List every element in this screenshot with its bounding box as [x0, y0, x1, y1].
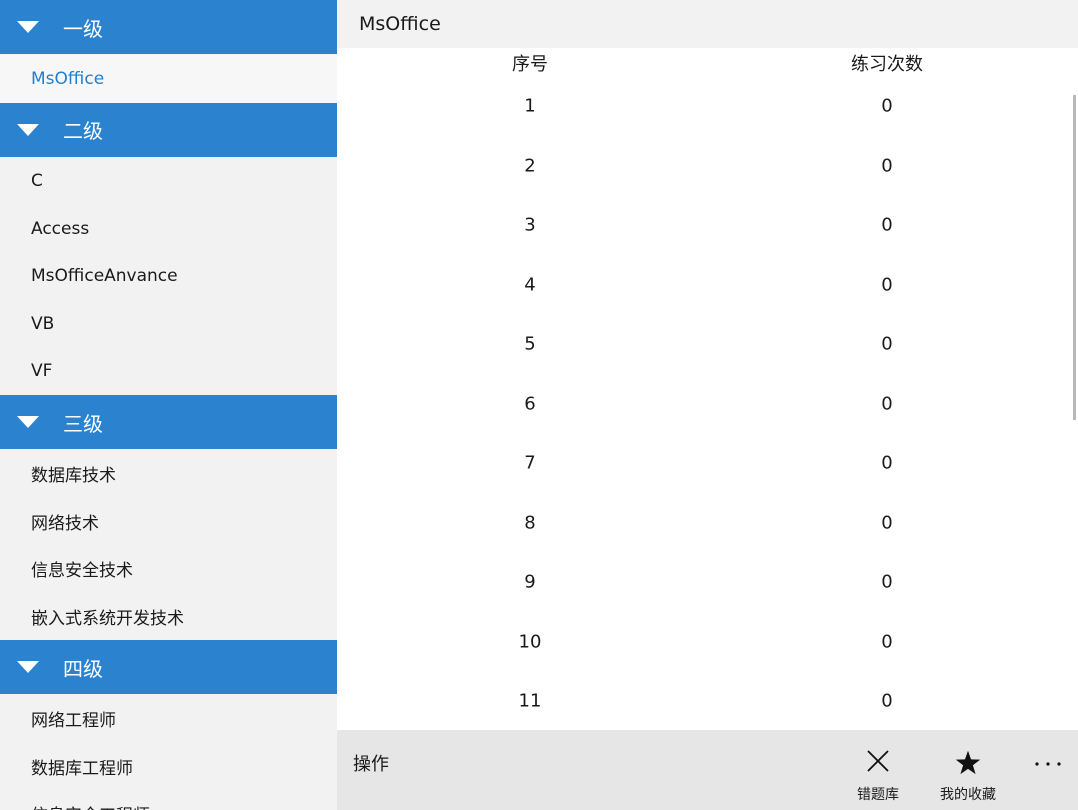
group-title: 一级: [63, 16, 103, 41]
table-cell: 3: [524, 214, 536, 236]
table-cell: 9: [524, 571, 536, 593]
table-cell: 0: [881, 690, 893, 712]
table-cell: 5: [524, 333, 536, 355]
column-header: 序号: [512, 54, 548, 75]
nav-item[interactable]: 数据库工程师: [31, 758, 133, 779]
table-cell: 0: [881, 393, 893, 414]
nav-item[interactable]: VB: [31, 313, 55, 334]
nav-item[interactable]: 信息安全技术: [31, 561, 133, 582]
table-cell: 4: [524, 274, 536, 295]
page-title: MsOffice: [359, 13, 441, 35]
group-title: 四级: [63, 656, 103, 681]
command-bar-label: 操作: [353, 754, 389, 775]
table-cell: 0: [881, 452, 893, 474]
star-icon: [955, 750, 981, 775]
table-cell: 0: [881, 631, 893, 652]
collapse-icon: [17, 123, 39, 136]
table-cell: 0: [881, 155, 893, 176]
table-cell: 0: [881, 571, 893, 593]
table-cell: 0: [881, 333, 893, 355]
table-cell: 10: [518, 631, 542, 652]
more-button[interactable]: [1033, 760, 1063, 768]
group-title: 二级: [63, 119, 103, 143]
nav-item[interactable]: 信息安全工程师: [0, 790, 337, 810]
nav-item[interactable]: 网络技术: [31, 513, 99, 534]
group-header[interactable]: 四级: [0, 640, 337, 695]
table-cell: 0: [881, 274, 893, 295]
nav-item[interactable]: MsOfficeAnvance: [31, 266, 178, 287]
collapse-icon: [17, 661, 39, 673]
scrollbar[interactable]: [1073, 95, 1076, 420]
collapse-icon: [17, 21, 39, 33]
table-cell: 0: [881, 95, 893, 117]
table-cell: 1: [524, 95, 536, 117]
nav-item[interactable]: 嵌入式系统开发技术: [31, 608, 184, 629]
nav-item[interactable]: Access: [31, 218, 90, 239]
nav-item[interactable]: 数据库技术: [31, 466, 116, 487]
wrong-questions-button[interactable]: 错题库: [833, 730, 923, 810]
top-bar: MsOffice: [337, 0, 1078, 48]
table-cell: 11: [518, 690, 542, 712]
table-cell: 2: [524, 155, 536, 176]
collapse-icon: [17, 416, 39, 428]
favorites-button[interactable]: 我的收藏: [923, 730, 1013, 810]
close-icon: [867, 750, 889, 772]
nav-item[interactable]: MsOffice: [0, 55, 337, 103]
sidebar: 一级 MsOffice 二级 C Access MsOfficeAnvance VB VF 三级…: [0, 0, 337, 810]
group-title: 三级: [63, 411, 103, 436]
group-header[interactable]: 一级: [0, 0, 337, 55]
table-cell: 8: [524, 512, 536, 533]
table-cell: 7: [524, 452, 536, 474]
nav-item[interactable]: C: [31, 171, 43, 192]
nav-item[interactable]: VF: [31, 361, 53, 382]
group-header[interactable]: 三级: [0, 395, 337, 450]
group-header[interactable]: 二级: [0, 102, 337, 158]
table: 序号 练习次数 1 0 2 0 3 0 4 0 5 0 6 0 7 0 8 0 9 0 10 0 11 0: [337, 48, 1074, 730]
table-cell: 0: [881, 512, 893, 533]
button-label: 错题库: [857, 787, 899, 803]
nav-item[interactable]: 网络工程师: [31, 711, 116, 732]
table-cell: 0: [881, 214, 893, 236]
button-label: 我的收藏: [940, 787, 996, 803]
command-bar: 操作 错题库 我的收藏: [337, 730, 1078, 810]
column-header: 练习次数: [851, 54, 923, 75]
table-cell: 6: [524, 393, 536, 414]
